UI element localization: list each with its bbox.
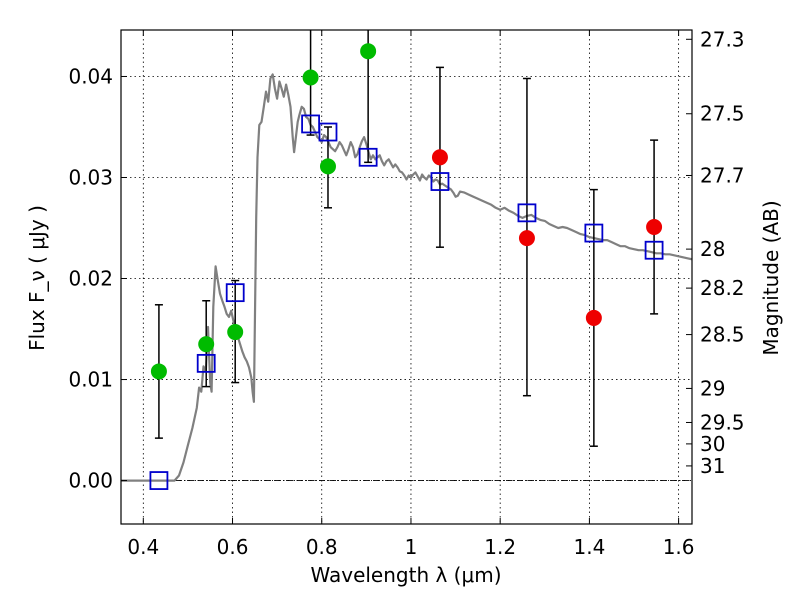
mag-tick-label: 27.7: [700, 163, 745, 187]
model-photometry-point: [430, 172, 450, 191]
data-point: [585, 309, 602, 326]
data-point: [319, 158, 336, 175]
grid-lines: [121, 30, 692, 524]
model-photometry-point: [149, 471, 169, 490]
data-point: [518, 230, 535, 247]
axes-frame: [120, 29, 693, 525]
x-tick-label: 1.6: [663, 535, 695, 559]
data-point: [360, 43, 377, 60]
y-axis-title: Flux F_ν ( μJy ): [25, 205, 49, 351]
model-photometry-point: [358, 147, 378, 167]
y-tick-label: 0.01: [68, 368, 113, 392]
data-point: [150, 363, 167, 380]
y-tick-label: 0.04: [68, 64, 113, 88]
x-tick-label: 0.6: [217, 535, 249, 559]
plot-area: [121, 30, 692, 490]
data-point: [227, 324, 244, 341]
data-point: [646, 218, 663, 235]
model-photometry-point: [584, 223, 604, 243]
y-tick-label: 0.02: [68, 267, 113, 291]
plot-content: [121, 30, 692, 490]
x-tick-label: 0.8: [306, 535, 338, 559]
data-point: [302, 69, 319, 86]
model-photometry-point: [196, 353, 216, 373]
model-photometry-point: [644, 240, 664, 260]
model-photometry-point: [517, 203, 537, 223]
y-tick-label: 0.00: [68, 469, 113, 493]
y-tick-label: 0.03: [68, 165, 113, 189]
axis-ticks: 0.4 0.6 0.8 1 1.2 1.4 1.6 0.00 0.01 0.02 0.03 0.04 2…: [68, 27, 744, 559]
x-tick-label: 1.4: [573, 535, 605, 559]
x-axis-title: Wavelength λ (μm): [310, 563, 501, 587]
mag-tick-label: 27.3: [700, 27, 745, 51]
mag-tick-label: 28.5: [700, 323, 745, 347]
data-point: [198, 336, 215, 353]
mag-tick-label: 28.2: [700, 276, 745, 300]
model-photometry-point: [318, 122, 338, 142]
mag-tick-label: 28: [700, 237, 725, 261]
mag-tick-label: 29.5: [700, 410, 745, 434]
mag-tick-label: 31: [700, 454, 725, 478]
mag-tick-label: 27.5: [700, 102, 745, 126]
data-point: [431, 149, 448, 166]
mag-tick-label: 30: [700, 432, 725, 456]
x-tick-label: 1: [405, 535, 418, 559]
mag-tick-label: 29: [700, 376, 725, 400]
sed-model-line: [121, 73, 692, 482]
model-photometry-point: [225, 283, 245, 303]
x-tick-label: 1.2: [484, 535, 516, 559]
y2-axis-title: Magnitude (AB): [759, 200, 783, 355]
x-tick-label: 0.4: [127, 535, 159, 559]
